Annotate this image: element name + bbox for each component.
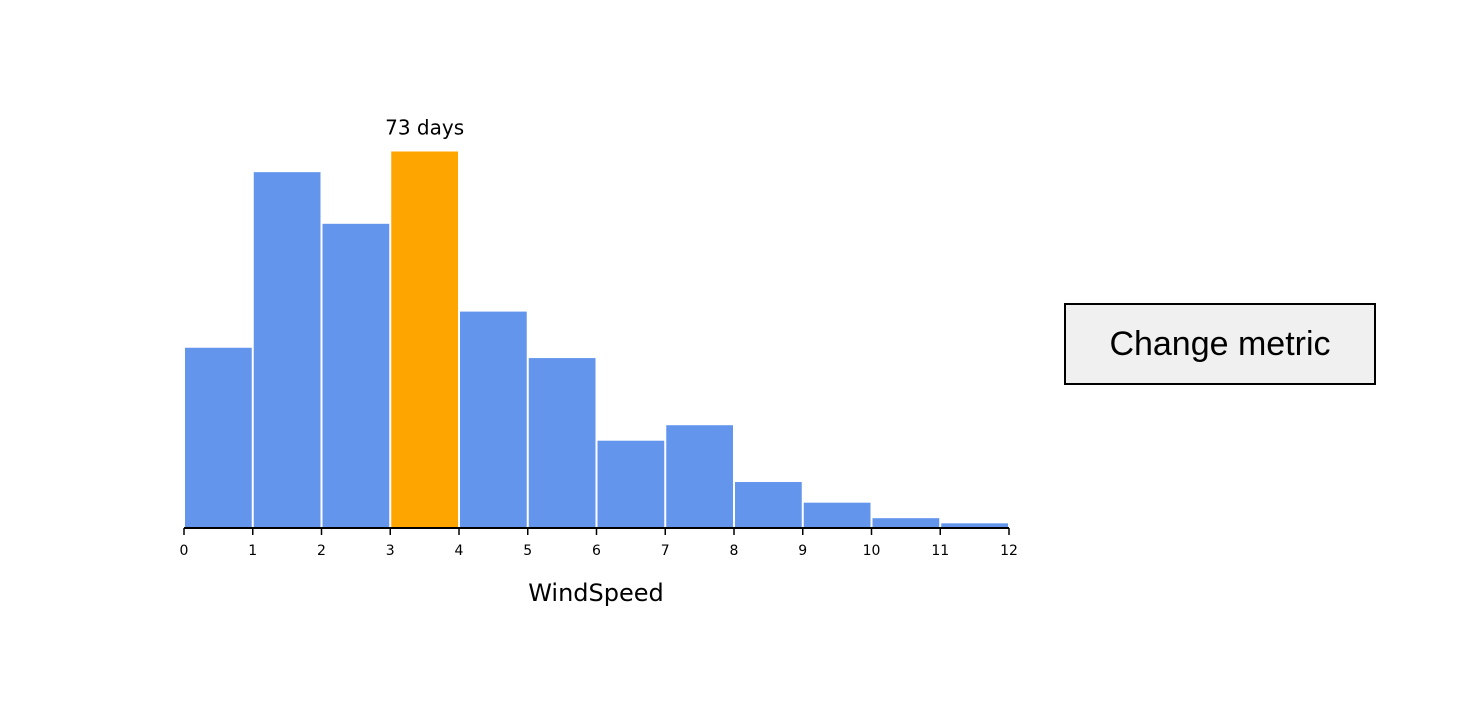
x-tick-label: 9 — [798, 543, 807, 559]
bar — [527, 357, 597, 529]
bar — [252, 171, 322, 529]
bar — [734, 481, 803, 529]
x-tick-label: 12 — [1000, 543, 1018, 559]
bar — [184, 346, 253, 529]
x-tick-label: 4 — [455, 543, 464, 559]
bar — [802, 501, 872, 529]
x-tick-label: 5 — [523, 543, 532, 559]
x-tick-label: 10 — [863, 543, 881, 559]
bar — [871, 517, 941, 529]
bar — [459, 310, 528, 529]
x-tick-label: 7 — [661, 543, 670, 559]
x-tick-label: 6 — [592, 543, 601, 559]
x-tick-label: 0 — [180, 543, 189, 559]
x-tick-label: 8 — [730, 543, 739, 559]
value-label: 73 days — [385, 116, 464, 140]
x-tick-label: 3 — [386, 543, 395, 559]
bar — [596, 439, 666, 529]
bar — [321, 222, 391, 529]
bar — [665, 424, 734, 529]
x-axis-label: WindSpeed — [528, 579, 664, 607]
x-tick-label: 2 — [317, 543, 326, 559]
x-tick-label: 1 — [248, 543, 257, 559]
change-metric-button[interactable]: Change metric — [1064, 303, 1376, 385]
x-tick-label: 11 — [931, 543, 949, 559]
bar — [390, 150, 459, 529]
